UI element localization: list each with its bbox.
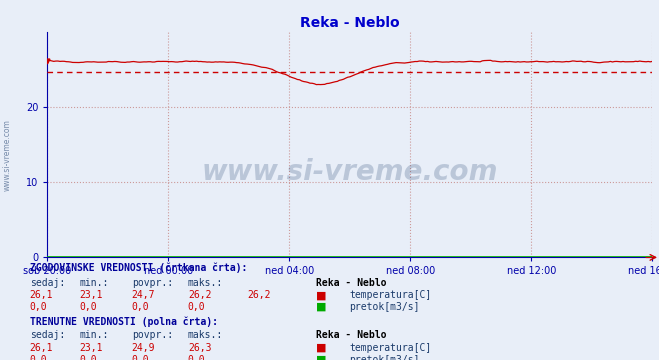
Text: pretok[m3/s]: pretok[m3/s] [349,302,420,312]
Text: 0,0: 0,0 [79,355,97,360]
Text: 26,2: 26,2 [188,290,212,300]
Text: sedaj:: sedaj: [30,278,65,288]
Text: povpr.:: povpr.: [132,330,173,341]
Text: min.:: min.: [79,330,109,341]
Text: www.si-vreme.com: www.si-vreme.com [202,158,498,186]
Text: povpr.:: povpr.: [132,278,173,288]
Text: 26,1: 26,1 [30,290,53,300]
Text: ■: ■ [316,302,327,312]
Text: 26,1: 26,1 [30,343,53,353]
Text: temperatura[C]: temperatura[C] [349,290,432,300]
Text: 0,0: 0,0 [132,355,150,360]
Text: Reka - Neblo: Reka - Neblo [316,330,387,341]
Text: 26,2: 26,2 [247,290,271,300]
Text: www.si-vreme.com: www.si-vreme.com [3,119,12,191]
Text: ■: ■ [316,343,327,353]
Text: 26,3: 26,3 [188,343,212,353]
Text: ■: ■ [316,355,327,360]
Text: TRENUTNE VREDNOSTI (polna črta):: TRENUTNE VREDNOSTI (polna črta): [30,316,217,327]
Text: 0,0: 0,0 [188,355,206,360]
Title: Reka - Neblo: Reka - Neblo [300,16,400,30]
Text: temperatura[C]: temperatura[C] [349,343,432,353]
Text: ■: ■ [316,290,327,300]
Text: sedaj:: sedaj: [30,330,65,341]
Text: 24,7: 24,7 [132,290,156,300]
Text: 23,1: 23,1 [79,290,103,300]
Text: ZGODOVINSKE VREDNOSTI (črtkana črta):: ZGODOVINSKE VREDNOSTI (črtkana črta): [30,263,247,273]
Text: 23,1: 23,1 [79,343,103,353]
Text: 0,0: 0,0 [30,355,47,360]
Text: 24,9: 24,9 [132,343,156,353]
Text: 0,0: 0,0 [79,302,97,312]
Text: min.:: min.: [79,278,109,288]
Text: maks.:: maks.: [188,278,223,288]
Text: 0,0: 0,0 [30,302,47,312]
Text: pretok[m3/s]: pretok[m3/s] [349,355,420,360]
Text: Reka - Neblo: Reka - Neblo [316,278,387,288]
Text: 0,0: 0,0 [132,302,150,312]
Text: 0,0: 0,0 [188,302,206,312]
Text: maks.:: maks.: [188,330,223,341]
